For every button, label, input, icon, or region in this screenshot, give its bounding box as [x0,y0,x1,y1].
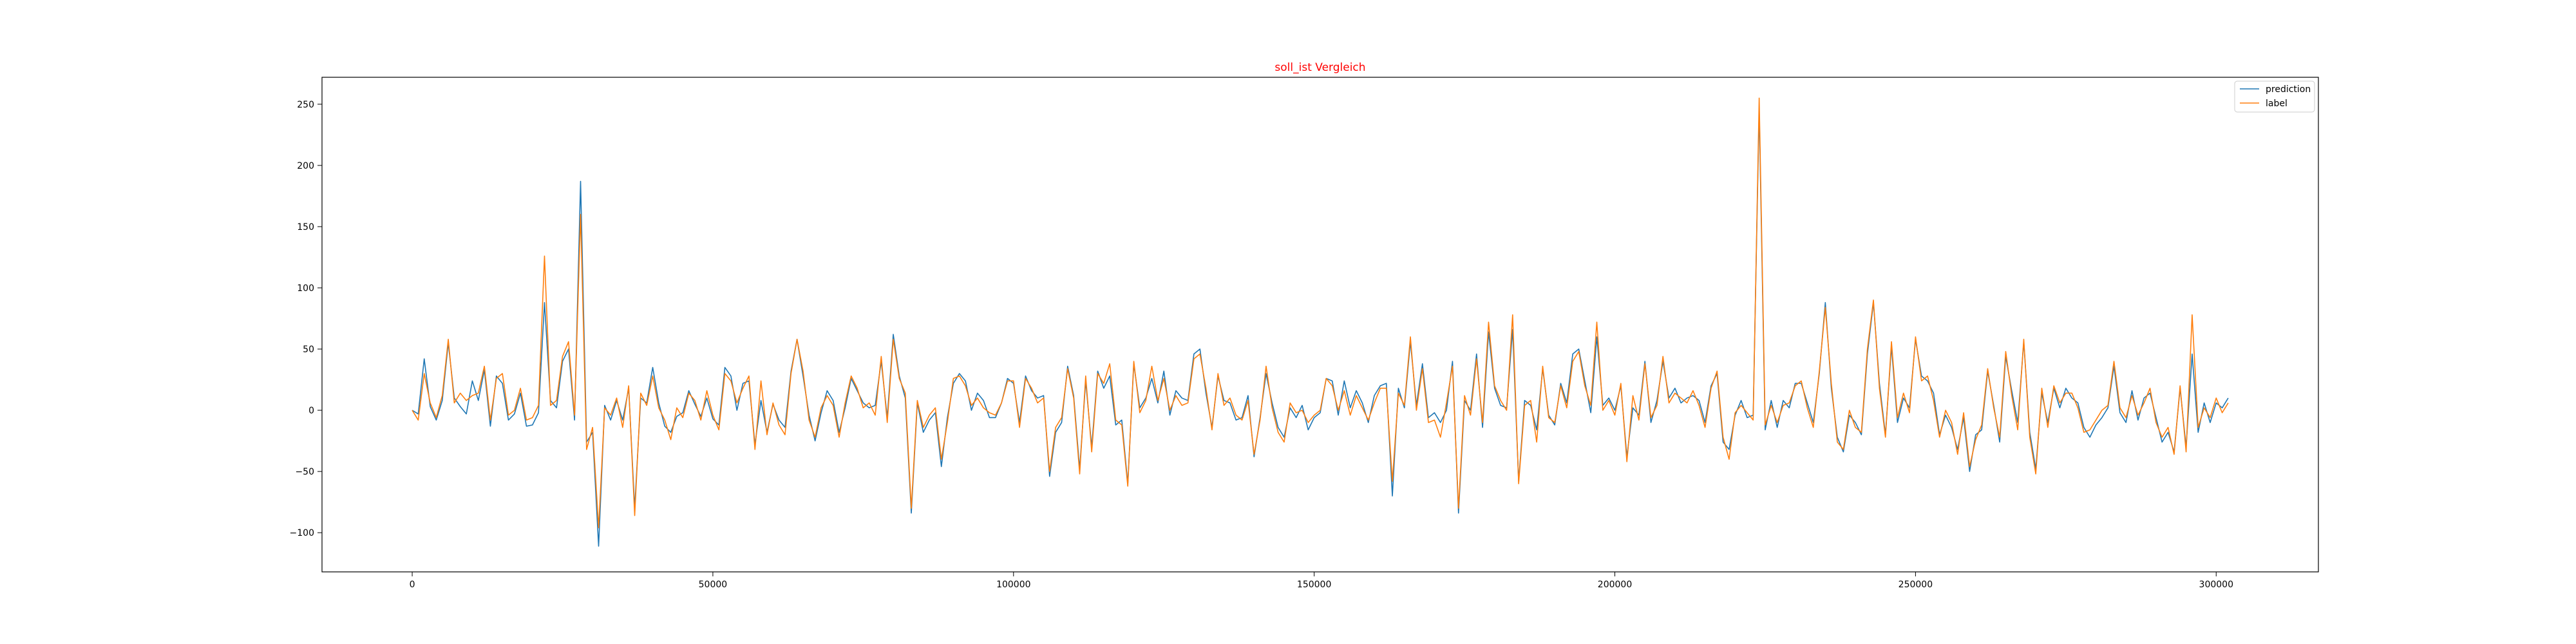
y-tick-label: −100 [290,528,314,538]
y-tick-label: 100 [297,283,314,294]
x-tick-label: 100000 [996,580,1030,590]
legend-label-label: label [2266,99,2287,109]
x-tick-label: 50000 [699,580,728,590]
series-layer [412,97,2229,547]
x-tick-label: 0 [410,580,415,590]
x-tick-label: 300000 [2199,580,2233,590]
chart-title: soll_ist Vergleich [1274,61,1365,74]
legend: prediction label [2234,80,2315,113]
y-tick-label: 0 [308,406,314,416]
x-tick-label: 200000 [1598,580,1632,590]
y-tick-label: 150 [297,222,314,232]
x-tick-label: 150000 [1297,580,1331,590]
x-tick-label: 250000 [1899,580,1933,590]
y-tick-label: 50 [303,345,314,355]
legend-label-prediction: prediction [2266,84,2311,95]
y-tick-label: 200 [297,161,314,171]
x-axis: 0 50000 100000 150000 200000 250000 300000 [410,572,2233,590]
plot-area [322,77,2318,572]
y-tick-label: −50 [295,467,314,477]
y-tick-label: 250 [297,100,314,110]
series-line-label [412,97,2229,529]
plot-frame [321,77,2319,573]
y-axis: −100 −50 0 50 100 150 200 250 [290,100,322,538]
